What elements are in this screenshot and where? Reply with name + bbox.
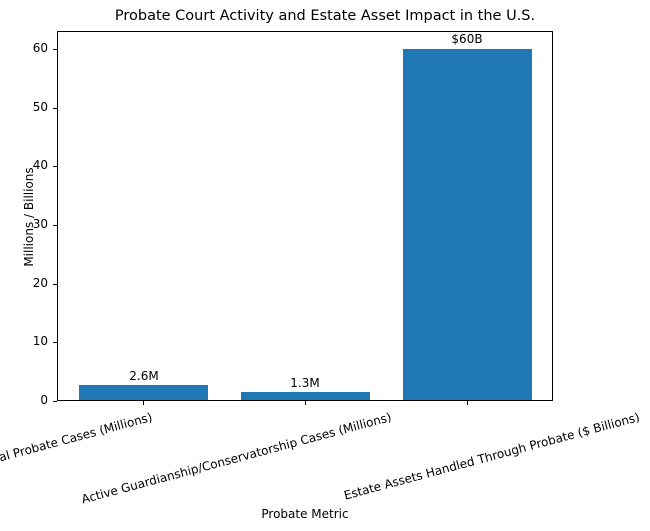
y-tick-label: 10	[32, 334, 48, 348]
y-tick	[53, 284, 57, 285]
y-tick	[53, 108, 57, 109]
y-tick	[53, 342, 57, 343]
y-tick	[53, 225, 57, 226]
y-tick	[53, 166, 57, 167]
x-tick	[467, 401, 468, 405]
bar-estate-assets	[403, 49, 532, 400]
y-tick	[53, 49, 57, 50]
x-tick-label: Annual Probate Cases (Millions)	[0, 410, 154, 473]
chart-title: Probate Court Activity and Estate Asset …	[114, 8, 536, 24]
y-tick-label: 50	[32, 100, 48, 114]
plot-area: 2.6M 1.3M $60B	[57, 31, 553, 401]
y-tick-label: 60	[32, 41, 48, 55]
bar-annual-probate-cases	[79, 385, 208, 400]
data-label: 2.6M	[129, 369, 159, 383]
y-tick-label: 40	[32, 158, 48, 172]
y-tick-label: 0	[40, 393, 48, 407]
data-label: $60B	[451, 32, 483, 46]
y-tick-label: 20	[32, 276, 48, 290]
y-tick	[53, 401, 57, 402]
x-tick	[143, 401, 144, 405]
y-tick-label: 30	[32, 217, 48, 231]
data-label: 1.3M	[290, 376, 320, 390]
bar-guardianship-cases	[241, 392, 370, 400]
y-axis-title: Millions / Billions	[22, 167, 36, 267]
x-axis-title: Probate Metric	[261, 507, 349, 521]
x-tick	[305, 401, 306, 405]
